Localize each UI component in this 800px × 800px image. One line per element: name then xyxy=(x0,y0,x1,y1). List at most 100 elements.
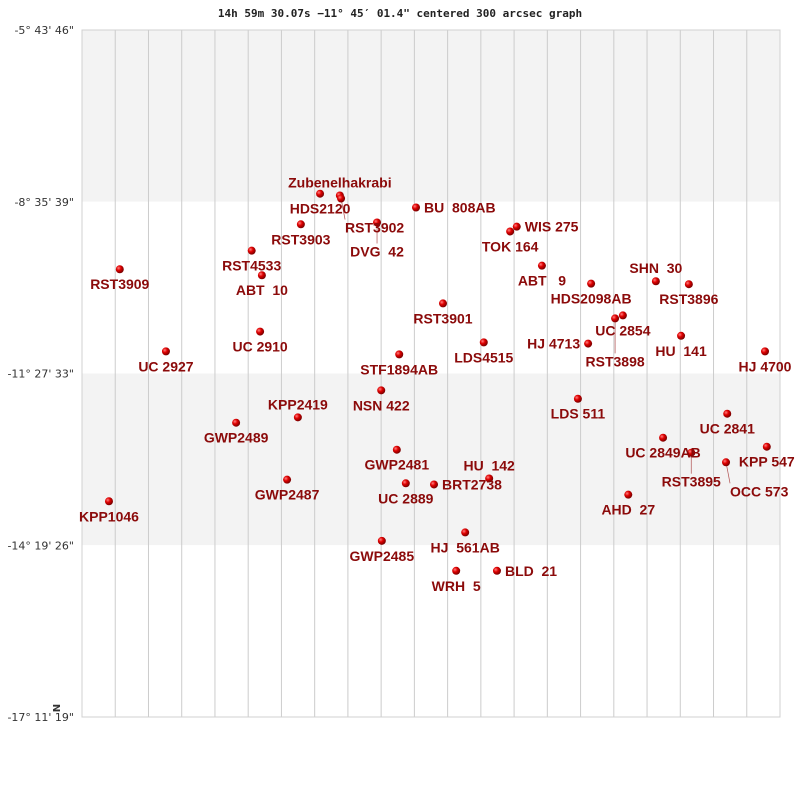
star-label: RST3901 xyxy=(413,310,472,326)
star-label: RST3895 xyxy=(662,474,721,490)
star-point xyxy=(373,218,382,227)
star-point xyxy=(485,474,494,483)
star-point xyxy=(429,480,438,489)
plot-border xyxy=(81,29,781,718)
star-point xyxy=(395,350,404,359)
star-point xyxy=(587,279,596,288)
chart-title: 14h 59m 30.07s −11° 45′ 01.4" centered 3… xyxy=(218,7,582,20)
band xyxy=(82,545,780,717)
star-point xyxy=(256,327,265,336)
north-indicator: N xyxy=(52,704,63,712)
star-label: RST3896 xyxy=(659,291,718,307)
star-label: RST4533 xyxy=(222,258,281,274)
y-tick-label: -5° 43' 46" xyxy=(14,24,74,37)
star-point xyxy=(293,413,302,422)
y-tick-label: -17° 11' 19" xyxy=(7,711,74,724)
star-label: UC 2854 xyxy=(595,322,650,338)
star-point xyxy=(584,339,593,348)
star-label: BLD 21 xyxy=(505,563,557,579)
star-label: HJ 4700 xyxy=(739,358,792,374)
star-point xyxy=(296,220,305,229)
star-point xyxy=(283,475,292,484)
star-point xyxy=(412,203,421,212)
star-label: AHD 27 xyxy=(601,502,655,518)
star-label: TOK 164 xyxy=(482,238,539,254)
star-point xyxy=(618,311,627,320)
star-label: BRT2738 xyxy=(442,476,502,492)
star-point xyxy=(762,442,771,451)
star-label: DVG 42 xyxy=(350,243,404,259)
y-tick-label: -14° 19' 26" xyxy=(7,539,74,552)
star-point xyxy=(377,386,386,395)
star-point xyxy=(392,445,401,454)
star-point xyxy=(257,271,266,280)
band xyxy=(82,201,780,374)
star-label: RST3903 xyxy=(271,231,330,247)
star-point xyxy=(104,497,113,506)
star-point xyxy=(512,222,521,231)
star-label: UC 2889 xyxy=(378,490,433,506)
star-label: NSN 422 xyxy=(353,397,410,413)
star-label: KPP2419 xyxy=(268,396,328,412)
star-point xyxy=(438,299,447,308)
star-label: HU 142 xyxy=(463,457,515,473)
star-label: GWP2489 xyxy=(204,430,269,446)
star-label: HDS2098AB xyxy=(551,291,632,307)
star-point xyxy=(677,331,686,340)
star-label: HJ 561AB xyxy=(431,539,500,555)
star-label: LDS4515 xyxy=(454,349,513,365)
star-label: HU 141 xyxy=(655,343,707,359)
star-point xyxy=(115,265,124,274)
star-label: WRH 5 xyxy=(432,578,481,594)
star-point xyxy=(573,394,582,403)
star-point xyxy=(247,246,256,255)
star-label: ABT 10 xyxy=(236,282,288,298)
star-point xyxy=(316,189,325,198)
star-label: UC 2910 xyxy=(232,339,287,355)
y-tick-label: -8° 35' 39" xyxy=(14,196,74,209)
star-label: KPP 547 xyxy=(739,454,795,470)
star-label: HJ 4713 xyxy=(527,336,580,352)
star-point xyxy=(461,528,470,537)
star-point xyxy=(377,536,386,545)
star-point xyxy=(624,490,633,499)
band xyxy=(82,373,780,546)
y-tick-label: -11° 27' 33" xyxy=(7,368,74,381)
star-label: WIS 275 xyxy=(525,219,579,235)
star-label: LDS 511 xyxy=(551,406,606,422)
star-label: BU 808AB xyxy=(424,199,496,215)
star-point xyxy=(659,433,668,442)
star-label: UC 2841 xyxy=(700,421,755,437)
star-point xyxy=(401,479,410,488)
band xyxy=(82,30,780,202)
star-label: GWP2487 xyxy=(255,487,320,503)
star-label: SHN 30 xyxy=(629,260,682,276)
star-label: ABT 9 xyxy=(518,273,566,289)
star-label: UC 2927 xyxy=(138,358,193,374)
star-point xyxy=(684,280,693,289)
star-label: UC 2849AB xyxy=(625,445,700,461)
star-point xyxy=(506,227,515,236)
star-label: KPP1046 xyxy=(79,508,139,524)
star-label: Zubenelhakrabi xyxy=(288,175,391,191)
star-point xyxy=(537,261,546,270)
star-point xyxy=(687,448,696,457)
star-point xyxy=(337,194,346,203)
star-point xyxy=(761,347,770,356)
star-label: STF1894AB xyxy=(360,361,438,377)
star-label: OCC 573 xyxy=(730,483,789,499)
star-label: RST3909 xyxy=(90,276,149,292)
star-point xyxy=(723,409,732,418)
star-point xyxy=(452,566,461,575)
star-label: RST3898 xyxy=(586,353,645,369)
star-point xyxy=(161,347,170,356)
star-point xyxy=(492,566,501,575)
star-label: GWP2481 xyxy=(365,457,430,473)
star-label: HDS2120 xyxy=(290,201,351,217)
star-point xyxy=(722,458,731,467)
star-point xyxy=(611,314,620,323)
star-point xyxy=(232,418,241,427)
star-point xyxy=(479,338,488,347)
